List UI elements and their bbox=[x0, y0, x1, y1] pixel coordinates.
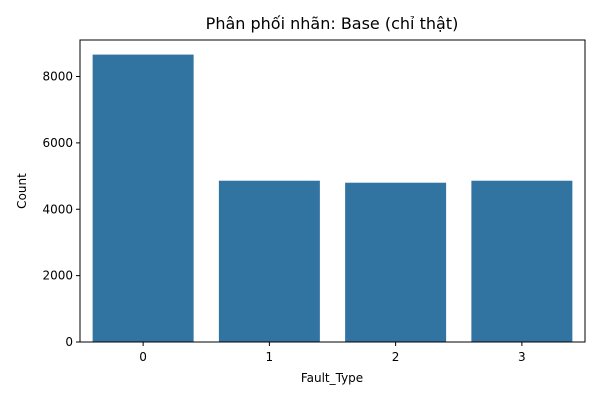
bar-2 bbox=[345, 182, 447, 342]
y-tick-label: 6000 bbox=[42, 136, 73, 150]
x-axis-ticks: 0 1 2 3 bbox=[139, 342, 526, 364]
x-tick-label: 3 bbox=[518, 350, 526, 364]
bars-group bbox=[92, 54, 573, 342]
bar-0 bbox=[92, 54, 194, 342]
y-tick-label: 8000 bbox=[42, 70, 73, 84]
x-tick-label: 0 bbox=[139, 350, 147, 364]
plot-frame bbox=[79, 39, 586, 343]
y-tick-label: 4000 bbox=[42, 202, 73, 216]
y-tick-label: 0 bbox=[65, 335, 73, 349]
y-tick-label: 2000 bbox=[42, 269, 73, 283]
x-tick-label: 1 bbox=[266, 350, 274, 364]
y-axis-label: Count bbox=[15, 173, 29, 209]
y-axis-ticks: 0 2000 4000 6000 8000 bbox=[42, 70, 80, 349]
chart-title: Phân phối nhãn: Base (chỉ thật) bbox=[206, 14, 459, 33]
bar-1 bbox=[218, 180, 320, 342]
x-axis-label: Fault_Type bbox=[301, 371, 363, 385]
x-tick-label: 2 bbox=[392, 350, 400, 364]
bar-3 bbox=[471, 180, 573, 342]
